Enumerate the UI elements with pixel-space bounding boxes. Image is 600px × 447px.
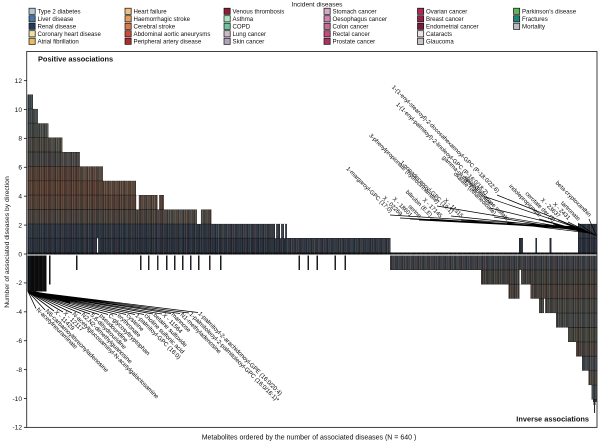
svg-text:Stomach cancer: Stomach cancer bbox=[333, 9, 377, 16]
svg-text:Mortality: Mortality bbox=[522, 24, 546, 31]
svg-text:4: 4 bbox=[18, 194, 22, 201]
svg-text:Type 2 diabetes: Type 2 diabetes bbox=[38, 9, 81, 16]
svg-text:Glaucoma: Glaucoma bbox=[426, 39, 454, 46]
svg-text:0: 0 bbox=[18, 251, 22, 258]
svg-text:Colon cancer: Colon cancer bbox=[333, 24, 369, 31]
svg-text:Lung cancer: Lung cancer bbox=[233, 31, 267, 38]
svg-text:Heart failure: Heart failure bbox=[134, 9, 168, 16]
svg-text:COPD: COPD bbox=[233, 24, 251, 31]
svg-text:Prostate cancer: Prostate cancer bbox=[333, 39, 376, 46]
svg-text:Haemorrhagic stroke: Haemorrhagic stroke bbox=[134, 16, 191, 23]
svg-text:Renal disease: Renal disease bbox=[38, 24, 77, 31]
svg-text:Coronary heart disease: Coronary heart disease bbox=[38, 31, 102, 38]
svg-text:Skin cancer: Skin cancer bbox=[233, 39, 265, 46]
svg-text:-2: -2 bbox=[16, 280, 22, 287]
svg-text:Cataracts: Cataracts bbox=[426, 31, 452, 38]
svg-text:Fractures: Fractures bbox=[522, 16, 548, 23]
svg-text:Oesophagus cancer: Oesophagus cancer bbox=[333, 16, 388, 23]
svg-text:Inverse associations: Inverse associations bbox=[516, 415, 589, 424]
svg-text:Metabolites ordered by the num: Metabolites ordered by the number of ass… bbox=[202, 435, 417, 442]
svg-text:Ovarian cancer: Ovarian cancer bbox=[426, 9, 467, 16]
svg-text:Asthma: Asthma bbox=[233, 16, 254, 23]
svg-text:Number of associated diseases: Number of associated diseases by directi… bbox=[4, 176, 11, 308]
svg-text:Parkinson’s disease: Parkinson’s disease bbox=[522, 9, 577, 16]
svg-text:Atrial fibrillation: Atrial fibrillation bbox=[38, 39, 79, 46]
svg-text:-10: -10 bbox=[12, 396, 22, 403]
svg-text:10: 10 bbox=[15, 107, 23, 114]
svg-text:Peripheral artery disease: Peripheral artery disease bbox=[134, 39, 202, 46]
svg-text:-6: -6 bbox=[16, 338, 22, 345]
svg-text:6: 6 bbox=[18, 165, 22, 172]
svg-text:Endometrial cancer: Endometrial cancer bbox=[426, 24, 479, 31]
svg-text:Positive associations: Positive associations bbox=[38, 55, 113, 64]
svg-text:12: 12 bbox=[15, 78, 23, 85]
svg-text:Rectal cancer: Rectal cancer bbox=[333, 31, 370, 38]
svg-text:-12: -12 bbox=[12, 425, 22, 432]
svg-text:-8: -8 bbox=[16, 367, 22, 374]
svg-text:2: 2 bbox=[18, 222, 22, 229]
svg-text:Breast cancer: Breast cancer bbox=[426, 16, 464, 23]
svg-text:Abdominal aortic aneurysms: Abdominal aortic aneurysms bbox=[134, 31, 211, 38]
svg-text:8: 8 bbox=[18, 136, 22, 143]
svg-text:Cerebral stroke: Cerebral stroke bbox=[134, 24, 176, 31]
svg-text:Incident diseases: Incident diseases bbox=[292, 2, 344, 9]
svg-text:-4: -4 bbox=[16, 309, 22, 316]
svg-text:Liver disease: Liver disease bbox=[38, 16, 75, 23]
svg-text:Venous thrombosis: Venous thrombosis bbox=[233, 9, 285, 16]
